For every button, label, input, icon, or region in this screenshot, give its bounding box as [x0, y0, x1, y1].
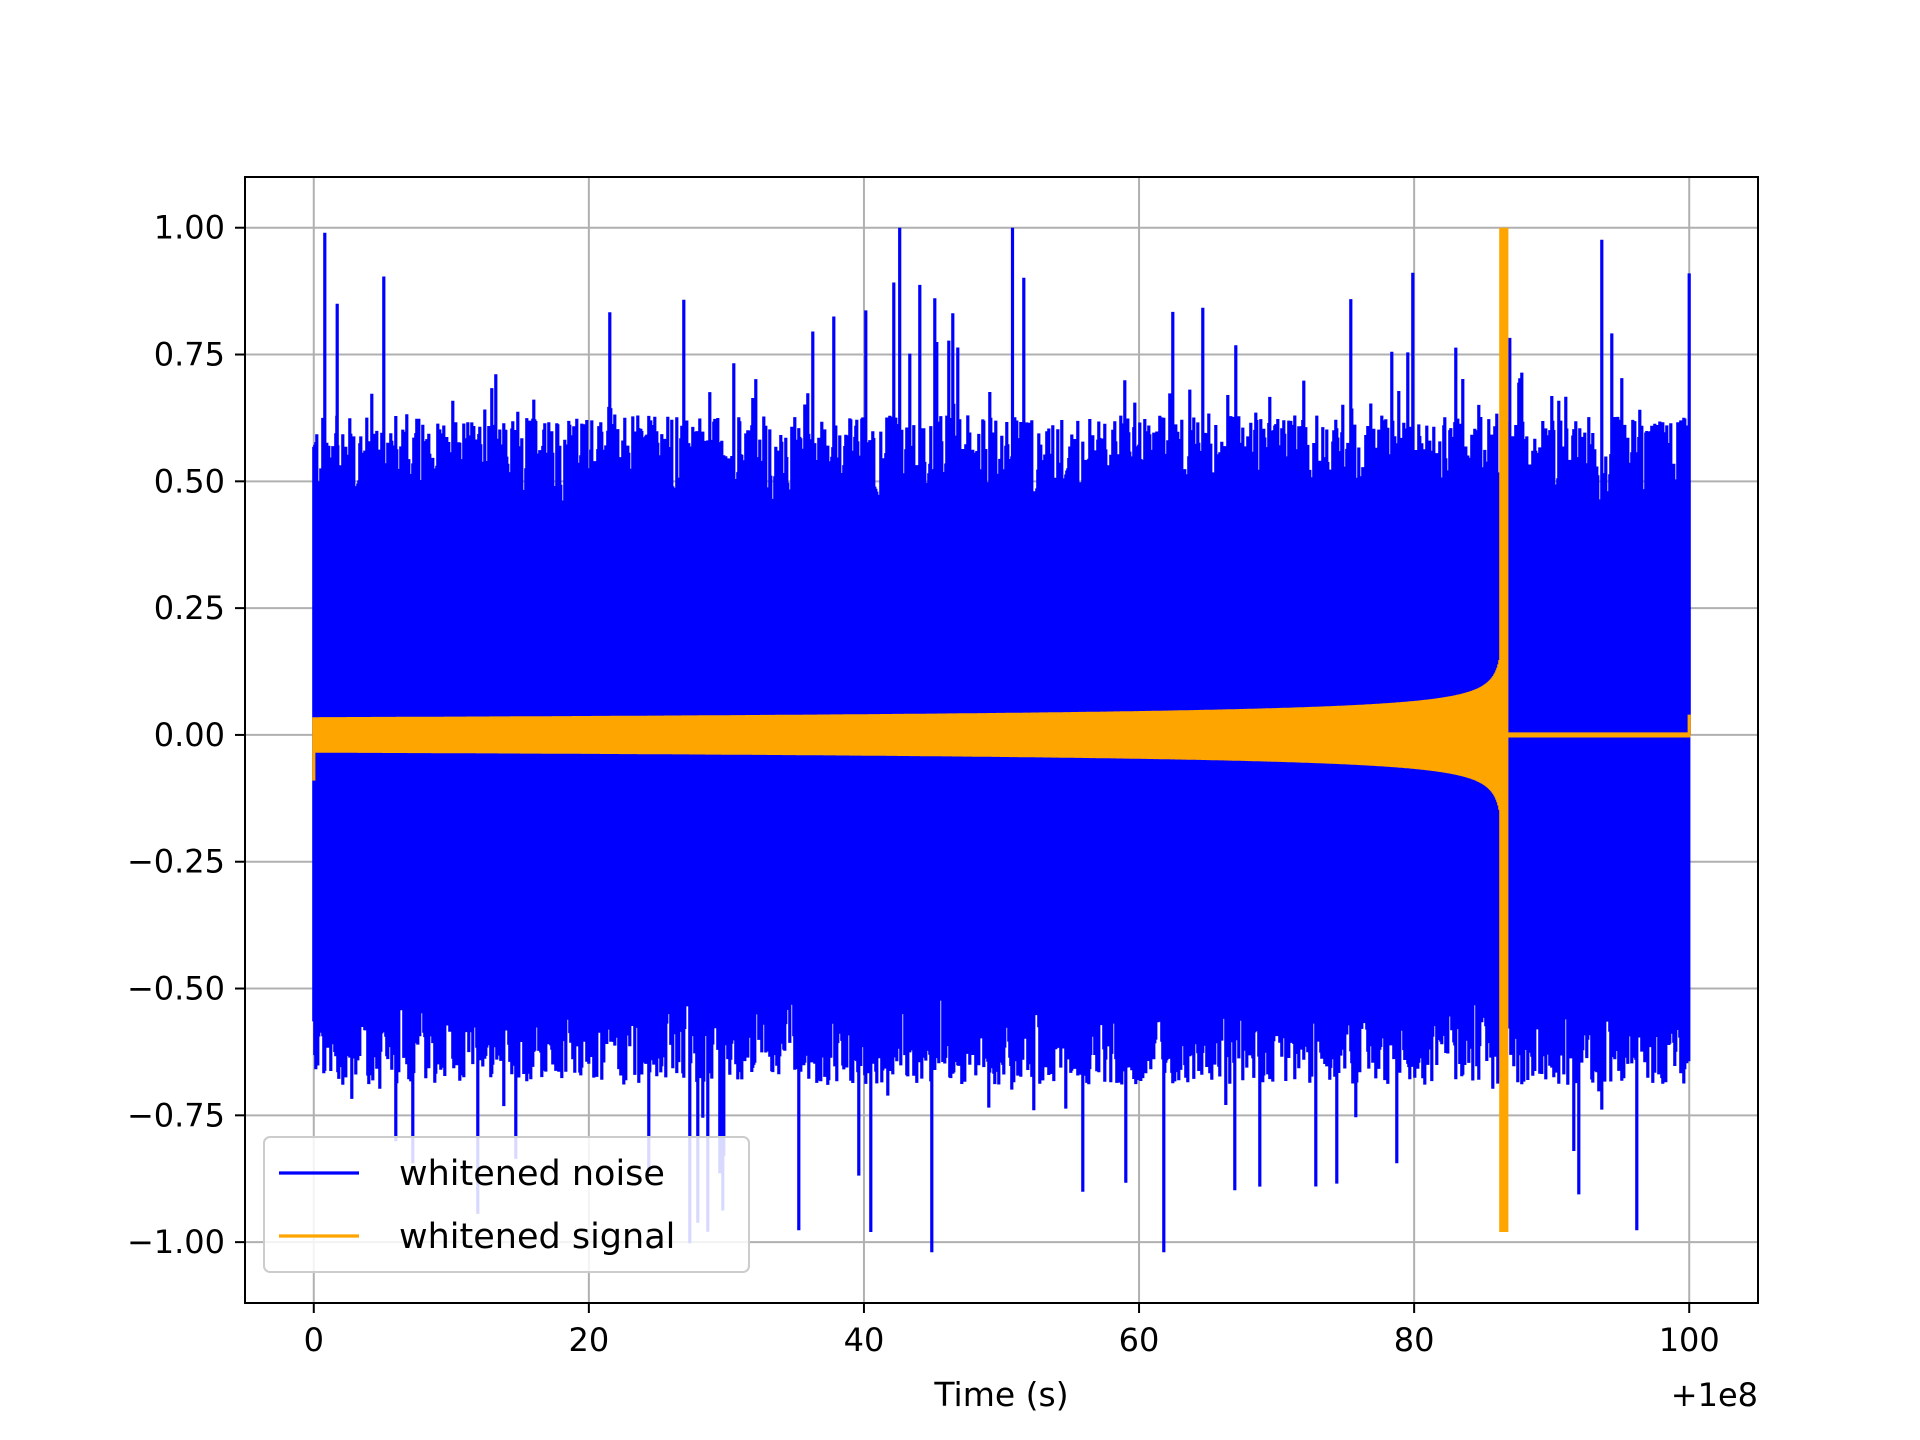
y-tick-label: 0.00 [154, 716, 225, 754]
x-tick-label: 0 [304, 1321, 324, 1359]
x-tick-label: 60 [1119, 1321, 1160, 1359]
x-axis: 0 20 40 60 80 100 [304, 1303, 1720, 1359]
y-tick-label: −0.25 [127, 843, 225, 881]
y-tick-label: −1.00 [127, 1223, 225, 1261]
legend-entry-whitened-noise: whitened noise [399, 1154, 665, 1194]
series-layer [312, 227, 1691, 1253]
y-tick-label: 0.75 [154, 336, 225, 374]
y-tick-label: 0.25 [154, 589, 225, 627]
plot-frame [244, 176, 1759, 1304]
series-whitened-signal-line [312, 227, 1691, 1232]
x-axis-label: Time (s) [933, 1375, 1068, 1414]
x-tick-label: 40 [844, 1321, 885, 1359]
legend-entry-whitened-signal: whitened signal [399, 1217, 675, 1257]
y-tick-label: 1.00 [154, 209, 225, 247]
y-tick-label: −0.50 [127, 970, 225, 1008]
legend-box [263, 1136, 750, 1273]
y-tick-label: −0.75 [127, 1096, 225, 1134]
x-tick-label: 100 [1659, 1321, 1720, 1359]
x-tick-label: 20 [569, 1321, 610, 1359]
legend: whitened noise whitened signal [263, 1136, 750, 1273]
y-tick-label: 0.50 [154, 462, 225, 500]
y-axis: 1.00 0.75 0.50 0.25 0.00 −0.25 −0.50 −0.75 −1.00 [127, 209, 245, 1261]
x-axis-offset-label: +1e8 [1671, 1376, 1758, 1414]
x-tick-label: 80 [1394, 1321, 1435, 1359]
